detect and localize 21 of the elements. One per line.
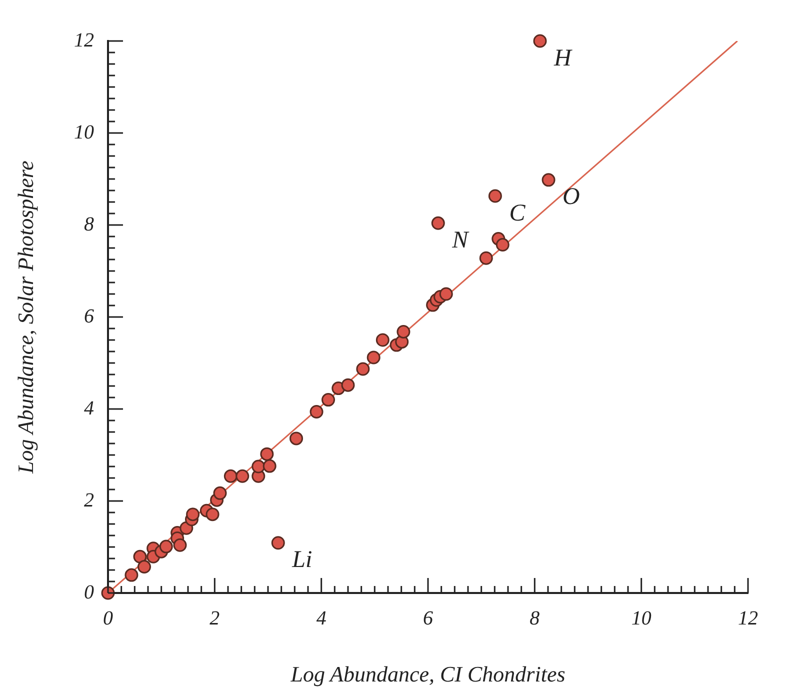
annotation: H [553, 45, 573, 72]
annotation: Li [291, 547, 312, 574]
x-tick-label: 0 [103, 607, 113, 630]
x-tick-label: 10 [631, 607, 652, 630]
annotation: O [562, 184, 580, 210]
y-tick-label: 0 [84, 581, 94, 604]
annotation: N [451, 227, 470, 254]
y-tick-label: 6 [84, 305, 94, 328]
y-tick-label: 8 [84, 213, 94, 236]
annotation: C [509, 200, 526, 226]
y-tick-label: 2 [84, 489, 94, 512]
x-tick-label: 8 [530, 607, 540, 630]
x-tick-label: 2 [210, 607, 220, 630]
x-axis-title: Log Abundance, CI Chondrites [290, 662, 566, 687]
y-tick-label: 10 [74, 121, 94, 144]
y-tick-label: 12 [74, 29, 94, 52]
x-tick-label: 4 [316, 607, 326, 630]
x-tick-label: 12 [738, 607, 758, 630]
y-axis-title: Log Abundance, Solar Photosphere [12, 160, 38, 474]
y-tick-label: 4 [84, 397, 94, 420]
x-tick-label: 6 [423, 607, 433, 630]
